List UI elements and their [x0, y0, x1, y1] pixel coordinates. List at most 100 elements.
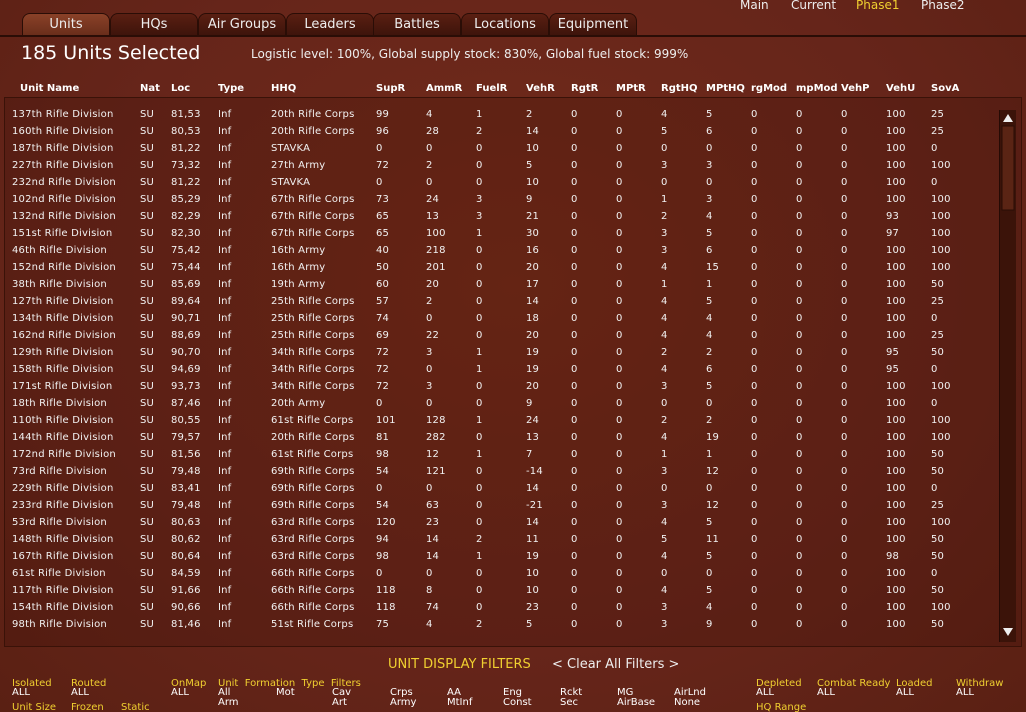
- tab[interactable]: Air Groups: [198, 13, 286, 35]
- cell: 0: [571, 194, 578, 205]
- column-header[interactable]: VehU: [886, 83, 916, 94]
- unit-name[interactable]: 61st Rifle Division: [12, 568, 106, 579]
- column-header[interactable]: HHQ: [271, 83, 297, 94]
- clear-filters[interactable]: < Clear All Filters >: [552, 657, 680, 672]
- column-header[interactable]: SupR: [376, 83, 406, 94]
- unit-name[interactable]: 46th Rifle Division: [12, 245, 107, 256]
- unit-name[interactable]: 171st Rifle Division: [12, 381, 113, 392]
- type-filter-option[interactable]: Art: [332, 697, 347, 708]
- type-filter-option[interactable]: Cav: [332, 687, 352, 698]
- type-filter-option[interactable]: Arm: [218, 697, 239, 708]
- unit-name[interactable]: 152nd Rifle Division: [12, 262, 116, 273]
- filter-value[interactable]: ALL: [756, 687, 774, 698]
- cell: 3: [661, 381, 668, 392]
- tab[interactable]: Units: [22, 13, 110, 35]
- unit-name[interactable]: 98th Rifle Division: [12, 619, 107, 630]
- unit-name[interactable]: 137th Rifle Division: [12, 109, 114, 120]
- type-filter-option[interactable]: Mot: [276, 687, 295, 698]
- cell: 0: [661, 398, 668, 409]
- type-filter-option[interactable]: Const: [503, 697, 532, 708]
- type-filter-option[interactable]: Army: [390, 697, 417, 708]
- unit-name[interactable]: 162nd Rifle Division: [12, 330, 116, 341]
- unit-name[interactable]: 158th Rifle Division: [12, 364, 114, 375]
- supply-status: Logistic level: 100%, Global supply stoc…: [251, 47, 689, 61]
- unit-name[interactable]: 227th Rifle Division: [12, 160, 114, 171]
- type-filter-option[interactable]: AirLnd: [674, 687, 706, 698]
- filter-value[interactable]: ALL: [171, 687, 189, 698]
- scroll-thumb[interactable]: [1001, 125, 1015, 211]
- cell: 0: [706, 177, 713, 188]
- type-filter-option[interactable]: All: [218, 687, 231, 698]
- type-filter-option[interactable]: MG: [617, 687, 634, 698]
- column-header[interactable]: FuelR: [476, 83, 508, 94]
- cell: 0: [571, 109, 578, 120]
- nav-item[interactable]: Main: [740, 0, 769, 12]
- type-filter-option[interactable]: Rckt: [560, 687, 583, 698]
- unit-name[interactable]: 187th Rifle Division: [12, 143, 114, 154]
- tab[interactable]: Battles: [373, 13, 461, 35]
- column-header[interactable]: RgtHQ: [661, 83, 698, 94]
- unit-name[interactable]: 144th Rifle Division: [12, 432, 114, 443]
- tab[interactable]: HQs: [110, 13, 198, 35]
- column-header[interactable]: RgtR: [571, 83, 599, 94]
- type-filter-option[interactable]: MtInf: [447, 697, 473, 708]
- unit-name[interactable]: 229th Rifle Division: [12, 483, 114, 494]
- cell: STAVKA: [271, 177, 311, 188]
- unit-name[interactable]: 110th Rifle Division: [12, 415, 114, 426]
- unit-name[interactable]: 160th Rifle Division: [12, 126, 114, 137]
- column-header[interactable]: SovA: [931, 83, 960, 94]
- column-header[interactable]: rgMod: [751, 83, 788, 94]
- type-filter-option[interactable]: Sec: [560, 697, 578, 708]
- column-header[interactable]: Unit Name: [20, 83, 80, 94]
- unit-name[interactable]: 151st Rifle Division: [12, 228, 113, 239]
- tab[interactable]: Locations: [461, 13, 549, 35]
- column-header[interactable]: Type: [218, 83, 245, 94]
- unit-name[interactable]: 233rd Rifle Division: [12, 500, 114, 511]
- nav-item[interactable]: Phase1: [856, 0, 900, 12]
- unit-name[interactable]: 167th Rifle Division: [12, 551, 114, 562]
- filter-value[interactable]: ALL: [71, 687, 89, 698]
- filter-value[interactable]: ALL: [817, 687, 835, 698]
- scroll-down[interactable]: [1003, 628, 1013, 636]
- unit-name[interactable]: 38th Rifle Division: [12, 279, 107, 290]
- column-header[interactable]: VehR: [526, 83, 555, 94]
- type-filter-option[interactable]: AirBase: [617, 697, 656, 708]
- filter-value[interactable]: ALL: [12, 687, 30, 698]
- type-filter-option[interactable]: AA: [447, 687, 461, 698]
- cell: 101: [376, 415, 396, 426]
- column-header[interactable]: VehP: [841, 83, 870, 94]
- column-header[interactable]: Loc: [171, 83, 191, 94]
- column-header[interactable]: MPtR: [616, 83, 646, 94]
- type-filter-option[interactable]: Eng: [503, 687, 523, 698]
- cell: 0: [571, 449, 578, 460]
- unit-name[interactable]: 134th Rifle Division: [12, 313, 114, 324]
- unit-name[interactable]: 73rd Rifle Division: [12, 466, 107, 477]
- filter-value[interactable]: ALL: [956, 687, 974, 698]
- unit-name[interactable]: 148th Rifle Division: [12, 534, 114, 545]
- unit-name[interactable]: 154th Rifle Division: [12, 602, 114, 613]
- unit-name[interactable]: 102nd Rifle Division: [12, 194, 116, 205]
- filter-value[interactable]: ALL: [896, 687, 914, 698]
- nav-item[interactable]: Current: [791, 0, 837, 12]
- column-header[interactable]: MPtHQ: [706, 83, 745, 94]
- unit-name[interactable]: 18th Rifle Division: [12, 398, 107, 409]
- type-filter-option[interactable]: Crps: [390, 687, 413, 698]
- unit-name[interactable]: 127th Rifle Division: [12, 296, 114, 307]
- unit-name[interactable]: 53rd Rifle Division: [12, 517, 107, 528]
- tab[interactable]: Equipment: [549, 13, 637, 35]
- column-header[interactable]: mpMod: [796, 83, 838, 94]
- unit-name[interactable]: 232nd Rifle Division: [12, 177, 116, 188]
- type-filter-option[interactable]: None: [674, 697, 701, 708]
- column-header[interactable]: Nat: [140, 83, 160, 94]
- column-header[interactable]: AmmR: [426, 83, 463, 94]
- tab[interactable]: Leaders: [286, 13, 374, 35]
- unit-name[interactable]: 117th Rifle Division: [12, 585, 114, 596]
- scrollbar[interactable]: [999, 110, 1016, 642]
- scroll-up[interactable]: [1003, 114, 1013, 122]
- cell: Inf: [218, 228, 232, 239]
- unit-name[interactable]: 129th Rifle Division: [12, 347, 114, 358]
- unit-name[interactable]: 172nd Rifle Division: [12, 449, 116, 460]
- nav-item[interactable]: Phase2: [921, 0, 965, 12]
- unit-name[interactable]: 132nd Rifle Division: [12, 211, 116, 222]
- cell: 2: [706, 415, 713, 426]
